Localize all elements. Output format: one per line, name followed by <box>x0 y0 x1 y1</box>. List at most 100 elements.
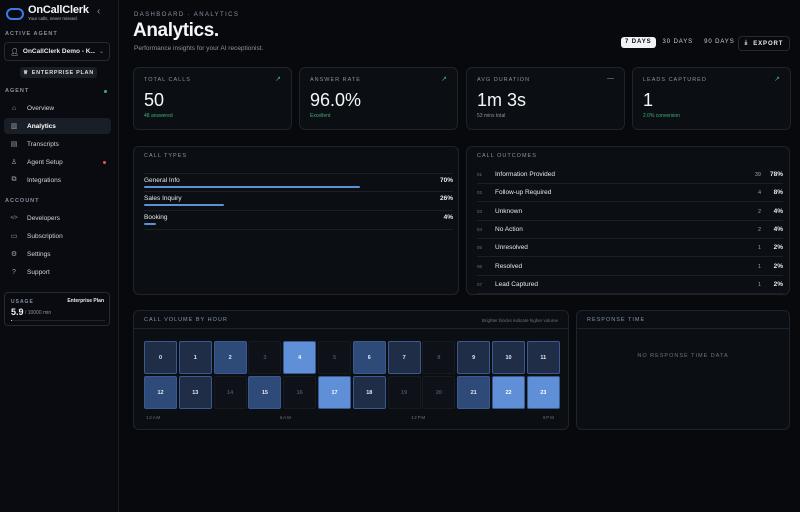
collapse-sidebar-icon[interactable]: ‹ <box>97 6 101 17</box>
call-type-bar-fill <box>144 223 157 225</box>
sidebar-item-label: Settings <box>27 250 51 258</box>
sidebar-item-integrations[interactable]: ⧉ Integrations <box>4 172 111 188</box>
outcome-row: 03 Unknown 2 4% <box>477 203 783 221</box>
outcome-row: 06 Resolved 1 2% <box>477 258 783 276</box>
outcome-count: 39 <box>754 172 761 178</box>
hour-cell[interactable]: 7 <box>387 341 421 374</box>
brand[interactable]: OnCallClerk Your calls, never missed. <box>6 5 89 22</box>
hour-cell[interactable]: 9 <box>457 341 491 374</box>
sidebar-item-agent-setup[interactable]: ♙ Agent Setup <box>4 154 111 170</box>
hour-cell[interactable]: 5 <box>318 341 351 374</box>
outcome-index: 04 <box>477 226 483 232</box>
outcome-percent: 4% <box>773 225 783 233</box>
sidebar-item-analytics[interactable]: ▥ Analytics <box>4 118 111 134</box>
outcome-count: 2 <box>757 226 761 233</box>
response-time-title: RESPONSE TIME <box>587 317 646 323</box>
sidebar-item-developers[interactable]: </> Developers <box>4 210 111 226</box>
person-icon: ♙ <box>10 159 18 166</box>
call-outcomes-title: CALL OUTCOMES <box>477 153 537 159</box>
sidebar-item-subscription[interactable]: ▭ Subscription <box>4 228 111 244</box>
outcome-row: 05 Unresolved 1 2% <box>477 239 783 258</box>
usage-card: USAGE Enterprise Plan 5.9 / 10000 min <box>4 292 110 326</box>
outcome-name: Lead Captured <box>495 280 539 288</box>
hour-cell[interactable]: 3 <box>248 341 282 374</box>
outcome-percent: 2% <box>773 280 783 288</box>
hour-cell[interactable]: 12 <box>144 376 177 409</box>
call-type-row: General Info 70% <box>144 173 453 192</box>
hour-cell[interactable]: 11 <box>526 341 560 374</box>
sidebar-item-support[interactable]: ? Support <box>4 264 111 280</box>
sidebar-item-label: Subscription <box>27 232 63 240</box>
stat-card-total-calls: TOTAL CALLS ↗ 50 48 answered <box>133 67 292 130</box>
plug-icon: ⧉ <box>11 176 17 183</box>
stat-value: 96.0% <box>310 90 362 110</box>
hour-cell[interactable]: 23 <box>526 376 560 409</box>
outcome-index: 01 <box>477 172 483 177</box>
export-label: EXPORT <box>753 40 784 47</box>
sidebar-item-settings[interactable]: ⚙ Settings <box>4 246 111 262</box>
hour-cell[interactable]: 10 <box>492 341 525 374</box>
hour-cell[interactable]: 0 <box>144 341 177 374</box>
home-icon: ⌂ <box>11 104 17 112</box>
stat-value: 50 <box>144 90 165 110</box>
hour-cell[interactable]: 13 <box>178 376 212 409</box>
call-type-percent: 70% <box>439 177 453 184</box>
hour-cell[interactable]: 22 <box>492 376 525 409</box>
hour-cell[interactable]: 14 <box>213 376 247 409</box>
hour-cell[interactable]: 21 <box>457 376 491 409</box>
trend-up-icon: ↗ <box>441 76 447 83</box>
range-90-days-button[interactable]: 90 DAYS <box>704 39 735 45</box>
sidebar-item-label: Agent Setup <box>27 158 63 166</box>
outcome-row: 01 Information Provided 39 78% <box>477 166 783 184</box>
call-type-percent: 4% <box>443 214 453 221</box>
trend-up-icon: ↗ <box>275 76 281 83</box>
hour-axis-label: 6AM <box>280 415 292 420</box>
hour-cell[interactable]: 19 <box>387 376 421 409</box>
hour-cell[interactable]: 18 <box>352 376 386 409</box>
brand-logo-icon <box>6 8 24 20</box>
download-icon: ⤓ <box>744 40 749 46</box>
chevron-down-icon: ⌄ <box>98 49 104 55</box>
outcome-index: 05 <box>477 245 483 251</box>
document-icon: ▤ <box>10 141 18 148</box>
stat-card-avg-duration: AVG DURATION — 1m 3s 53 mins total <box>466 67 625 130</box>
hour-cell[interactable]: 16 <box>283 376 317 409</box>
response-time-panel: RESPONSE TIME NO RESPONSE TIME DATA <box>576 310 790 430</box>
outcome-count: 1 <box>757 281 761 288</box>
sidebar-item-overview[interactable]: ⌂ Overview <box>4 100 111 116</box>
page-title: Analytics. <box>133 20 219 41</box>
outcome-percent: 2% <box>773 244 783 252</box>
hour-cell[interactable]: 2 <box>213 341 247 374</box>
hour-cell[interactable]: 17 <box>318 376 351 409</box>
hour-cell[interactable]: 20 <box>422 376 456 409</box>
hour-cell[interactable]: 8 <box>422 341 456 374</box>
hour-cell[interactable]: 6 <box>352 341 386 374</box>
gear-icon: ⚙ <box>10 251 18 258</box>
stat-subtext: 53 mins total <box>477 113 506 119</box>
agent-select[interactable]: 👤︎ OnCallClerk Demo - K... ⌄ <box>4 42 110 61</box>
call-type-bar <box>144 223 453 225</box>
outcome-name: Unknown <box>495 207 523 215</box>
outcome-row: 04 No Action 2 4% <box>477 221 783 239</box>
stat-subtext: Excellent <box>310 113 331 119</box>
usage-bar-fill <box>11 320 13 321</box>
account-section-label: ACCOUNT <box>5 198 40 204</box>
hour-cell[interactable]: 1 <box>178 341 212 374</box>
outcome-percent: 8% <box>773 189 783 197</box>
hour-cell[interactable]: 15 <box>248 376 282 409</box>
outcome-count: 1 <box>757 245 761 252</box>
sidebar-item-transcripts[interactable]: ▤ Transcripts <box>4 136 111 152</box>
brand-tagline: Your calls, never missed. <box>28 16 78 21</box>
call-types-panel: CALL TYPES General Info 70% Sales Inquiry 2… <box>133 146 459 295</box>
range-7-days-button[interactable]: 7 DAYS <box>621 37 656 48</box>
outcome-row: 07 Lead Captured 1 2% <box>477 276 783 294</box>
export-button[interactable]: ⤓ EXPORT <box>738 36 790 51</box>
chart-icon: ▥ <box>10 123 18 130</box>
stat-subtext: 48 answered <box>144 113 173 119</box>
outcome-name: Follow-up Required <box>495 189 552 197</box>
stat-value: 1m 3s <box>477 90 527 110</box>
call-type-bar <box>144 204 453 206</box>
response-time-header: RESPONSE TIME <box>577 311 789 329</box>
range-30-days-button[interactable]: 30 DAYS <box>662 39 694 45</box>
hour-cell[interactable]: 4 <box>283 341 317 374</box>
